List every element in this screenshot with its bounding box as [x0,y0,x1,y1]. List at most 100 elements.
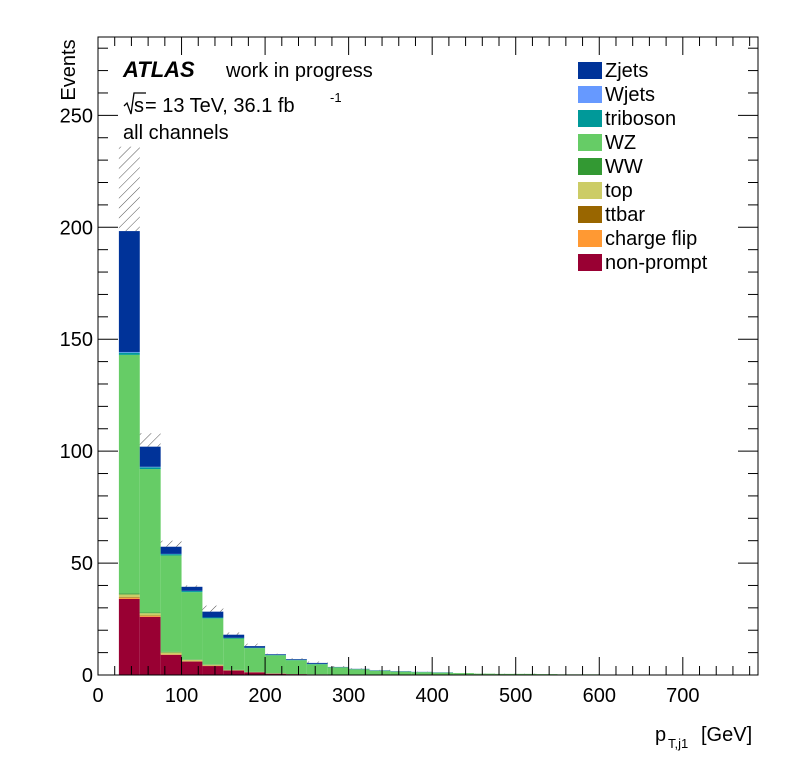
x-axis-label-sub: T,j1 [668,736,688,751]
x-axis-label-unit: [GeV] [701,724,752,746]
bar-zjets [139,446,161,467]
uncertainty-hatch [139,433,161,447]
y-tick-label: 250 [60,105,93,127]
stacked-bars [118,231,758,675]
uncertainty-hatch [285,658,307,660]
bar-non-prompt [202,666,224,675]
legend-label-ttbar: ttbar [605,204,645,226]
bar-top [139,613,161,616]
bar-non-prompt [139,616,161,675]
bar-wz [494,673,516,675]
legend-label-zjets: Zjets [605,60,648,82]
bar-zjets [118,231,140,352]
bar-wz [515,673,537,675]
bar-wz [390,671,412,675]
bar-zjets [265,654,286,655]
bar-wz [160,555,182,652]
bar-charge-flip [139,615,161,617]
energy-lumi-text: = 13 TeV, 36.1 fb [145,95,295,117]
energy-lumi-label: s = 13 TeV, 36.1 fb -1 [123,90,342,117]
x-axis-label: p T,j1 [GeV] [655,724,752,751]
bar-non-prompt [265,673,286,675]
uncertainty-hatch [118,146,140,232]
uncertainty-band [118,146,537,674]
bar-non-prompt [160,654,182,675]
legend-swatch-ttbar [578,206,602,223]
x-tick-label: 400 [415,685,448,707]
legend-label-ww: WW [605,156,643,178]
bar-ww [139,612,161,614]
legend-swatch-top [578,182,602,199]
sqrt-icon [123,92,146,115]
bar-wz [473,673,495,675]
legend-label-top: top [605,180,633,202]
bar-wz [265,655,286,674]
bar-zjets [223,634,245,638]
legend-swatch-wjets [578,86,602,103]
x-tick-label: 500 [499,685,532,707]
bar-wz [348,669,370,675]
bar-top [202,664,224,666]
bar-zjets [285,659,307,660]
bar-wz [411,672,433,675]
bar-triboson [160,554,182,556]
legend-label-wz: WZ [605,132,636,154]
bar-top [160,652,182,655]
uncertainty-hatch [327,666,349,667]
uncertainty-hatch [223,632,245,635]
uncertainty-hatch [306,661,328,663]
bar-wz [202,618,224,665]
bar-top [118,594,140,598]
x-tick-label: 100 [165,685,198,707]
bar-non-prompt [181,661,203,675]
bar-triboson [118,352,140,355]
y-tick-label: 150 [60,329,93,351]
bar-wz [306,664,328,675]
uncertainty-hatch [160,540,182,547]
axes: 0 100 200 300 400 500 600 700 0 50 100 150 200 250 [60,37,758,707]
y-tick-label: 200 [60,217,93,239]
bar-non-prompt [244,672,266,675]
bar-ttbar [118,597,140,598]
legend-swatch-charge-flip [578,230,602,247]
legend-label-charge-flip: charge flip [605,228,697,250]
sqrt-s-text: s [134,95,144,117]
x-axis-label-main: p [655,724,666,746]
bar-wz [244,648,266,672]
legend-label-non-prompt: non-prompt [605,252,708,274]
uncertainty-hatch [348,668,370,669]
bar-zjets [181,586,203,591]
bar-triboson [202,617,224,619]
bar-triboson [223,637,245,639]
bar-wz [181,592,203,660]
uncertainty-hatch [202,605,224,612]
channel-label: all channels [123,122,229,144]
bar-wz [453,673,474,675]
x-tick-label: 200 [248,685,281,707]
atlas-status: work in progress [225,60,373,82]
legend-swatch-wz [578,134,602,151]
bar-wz [432,672,454,675]
x-tick-label: 700 [666,685,699,707]
bar-top [181,659,203,662]
y-axis-label: Events [58,39,80,100]
bar-wz [285,660,307,675]
uncertainty-hatch [244,643,266,647]
lumi-exponent: -1 [330,90,342,105]
legend-swatch-zjets [578,62,602,79]
bar-wz [139,469,161,613]
bar-non-prompt [118,598,140,675]
legend-label-triboson: triboson [605,108,676,130]
y-tick-label: 100 [60,441,93,463]
bar-wjets [118,351,140,353]
x-tick-label: 600 [583,685,616,707]
bar-wz [369,670,391,675]
bar-triboson [139,467,161,470]
legend-swatch-triboson [578,110,602,127]
legend-swatch-ww [578,158,602,175]
y-tick-label: 50 [71,553,93,575]
bar-ww [118,593,140,595]
bar-non-prompt [223,670,245,675]
atlas-label: ATLAS work in progress [122,57,373,82]
